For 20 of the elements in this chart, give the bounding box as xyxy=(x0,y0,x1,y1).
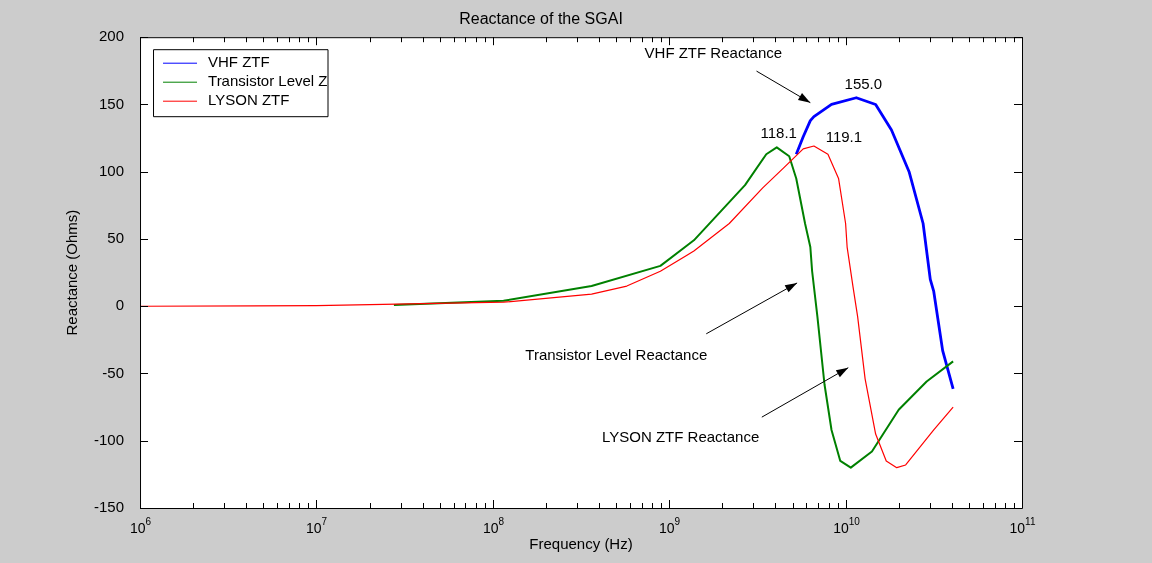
y-tick-label: 200 xyxy=(98,27,125,45)
y-tick-label: 150 xyxy=(98,94,125,112)
legend-label: Transistor Level Z xyxy=(208,72,328,90)
y-tick-label: 100 xyxy=(98,161,125,179)
annotation: Transistor Level Reactance xyxy=(525,345,708,363)
annotation: 155.0 xyxy=(844,74,883,92)
legend-label: VHF ZTF xyxy=(208,53,270,71)
annotation: 119.1 xyxy=(825,128,863,146)
y-tick-label: -100 xyxy=(93,430,125,448)
y-axis-title: Reactance (Ohms) xyxy=(63,209,81,336)
annotation: 118.1 xyxy=(760,123,797,141)
y-tick-label: 50 xyxy=(107,229,125,247)
y-tick-label: 0 xyxy=(115,296,125,314)
legend-label: LYSON ZTF xyxy=(208,91,290,109)
x-axis-title: Frequency (Hz) xyxy=(529,535,633,553)
y-tick-label: -150 xyxy=(93,498,125,516)
annotation: VHF ZTF Reactance xyxy=(644,43,783,61)
annotation: LYSON ZTF Reactance xyxy=(602,427,760,445)
chart-title: Reactance of the SGAI xyxy=(459,10,623,28)
y-tick-label: -50 xyxy=(102,363,125,381)
